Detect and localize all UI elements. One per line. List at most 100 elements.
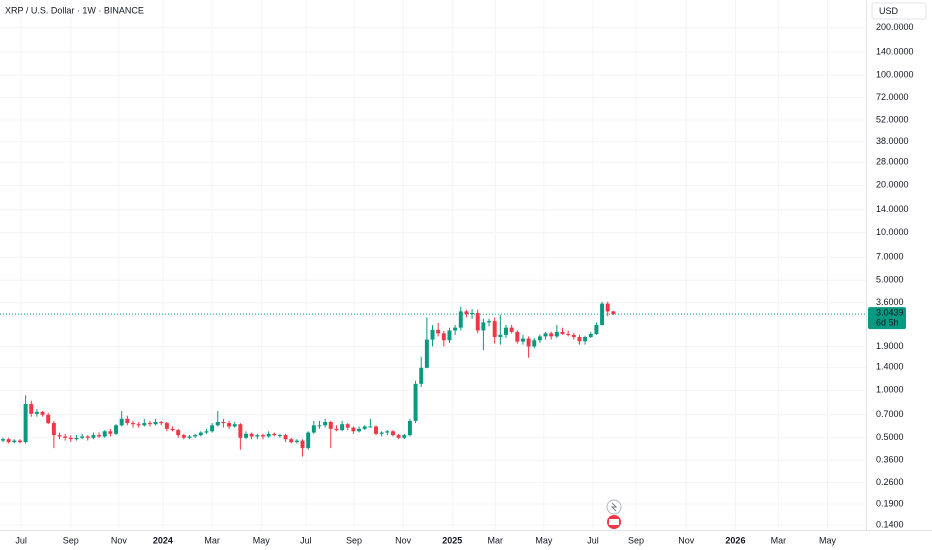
candle-body — [131, 423, 135, 425]
candle-body — [594, 324, 599, 334]
x-tick-label: Sep — [346, 535, 362, 545]
candle-body — [142, 423, 147, 426]
candle-body — [577, 337, 582, 342]
candle-body — [91, 435, 96, 438]
y-tick-label: 0.2600 — [876, 477, 904, 487]
countdown-label: 6d 5h — [876, 318, 899, 328]
candle-body — [385, 431, 390, 433]
candle-body — [97, 435, 102, 437]
candle-body — [294, 440, 299, 443]
x-tick-label: May — [253, 535, 271, 545]
x-tick-label: Nov — [111, 535, 128, 545]
x-tick-label: Nov — [395, 535, 412, 545]
candle-body — [114, 425, 119, 434]
candle-body — [532, 340, 537, 347]
candle-body — [249, 433, 254, 437]
candle-body — [571, 334, 576, 338]
x-tick-label: Jul — [587, 535, 599, 545]
x-tick-label: May — [535, 535, 553, 545]
candle-body — [215, 421, 220, 426]
y-tick-label: 72.0000 — [876, 92, 909, 102]
x-tick-label: 2025 — [442, 535, 462, 545]
candle-body — [136, 424, 141, 426]
candle-body — [187, 436, 192, 438]
candle-body — [260, 435, 265, 437]
candle-body — [289, 439, 294, 443]
candles — [0, 301, 866, 457]
candle-body — [108, 431, 113, 434]
candle-body — [311, 425, 316, 433]
candle-body — [537, 336, 542, 341]
y-tick-label: 38.0000 — [876, 136, 909, 146]
candle-body — [227, 423, 232, 427]
candle-body — [509, 327, 514, 332]
candle-body — [57, 435, 62, 437]
candle-body — [453, 327, 458, 331]
candle-body — [34, 411, 39, 414]
last-price-label: 3.0439 — [876, 308, 904, 318]
candle-body — [272, 433, 277, 436]
y-tick-label: 14.0000 — [876, 204, 909, 214]
candle-body — [323, 421, 328, 426]
candle-body — [543, 333, 548, 337]
candle-body — [334, 428, 339, 431]
candle-body — [51, 423, 56, 436]
candle-body — [29, 403, 34, 414]
x-tick-label: Mar — [204, 535, 220, 545]
candle-body — [498, 334, 503, 338]
candle-body — [204, 431, 209, 433]
candle-body — [430, 329, 435, 340]
candle-body — [85, 436, 90, 438]
candle-body — [46, 414, 51, 424]
candle-body — [181, 435, 186, 438]
candle-body — [1, 439, 5, 441]
x-tick-label: Jul — [15, 535, 27, 545]
candle-body — [238, 424, 243, 438]
y-tick-label: 5.0000 — [876, 275, 904, 285]
event-icons[interactable] — [606, 499, 622, 529]
candle-body — [413, 383, 418, 421]
candle-body — [266, 433, 271, 437]
candle-body — [328, 421, 333, 429]
x-tick-label: Mar — [771, 535, 787, 545]
candle-body — [12, 440, 17, 443]
candle-body — [198, 432, 203, 436]
candle-body — [390, 431, 395, 436]
candle-body — [549, 333, 554, 337]
candle-body — [102, 431, 107, 437]
candle-body — [436, 329, 441, 334]
event-icon-glyph — [609, 519, 619, 525]
y-tick-label: 0.7000 — [876, 409, 904, 419]
y-tick-label: 0.3600 — [876, 455, 904, 465]
candle-body — [402, 435, 407, 438]
candle-body — [458, 311, 463, 328]
y-tick-label: 28.0000 — [876, 157, 909, 167]
candle-body — [283, 435, 288, 440]
candle-body — [379, 432, 384, 434]
currency[interactable]: USD — [879, 6, 899, 16]
candle-body — [588, 333, 593, 338]
candle-body — [362, 426, 367, 429]
candle-body — [407, 420, 412, 436]
chart-title: XRP / U.S. Dollar · 1W · BINANCE — [5, 5, 144, 15]
y-tick-label: 0.1400 — [876, 519, 904, 529]
candle-body — [80, 436, 85, 438]
candle-body — [221, 421, 226, 424]
candle-body — [560, 331, 565, 334]
candle-body — [23, 403, 28, 443]
currency-button[interactable] — [871, 2, 927, 20]
candle-body — [583, 337, 588, 342]
candle-body — [554, 331, 559, 337]
x-tick-label: Sep — [63, 535, 79, 545]
candle-body — [374, 426, 378, 434]
candle-body — [170, 428, 175, 431]
x-tick-label: Nov — [678, 535, 695, 545]
candle-body — [487, 321, 492, 323]
candle-body — [605, 303, 610, 312]
y-tick-label: 10.0000 — [876, 227, 909, 237]
event-icon-glyph — [610, 502, 618, 512]
candle-body — [492, 321, 497, 338]
